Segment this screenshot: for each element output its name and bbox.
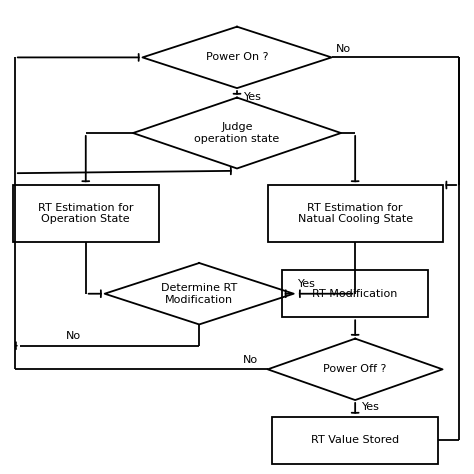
Polygon shape — [268, 338, 443, 400]
Polygon shape — [105, 263, 294, 324]
Text: No: No — [336, 44, 351, 54]
Text: Power Off ?: Power Off ? — [323, 365, 387, 374]
Text: Yes: Yes — [362, 402, 380, 412]
Bar — [273, 417, 438, 464]
Text: Determine RT
Modification: Determine RT Modification — [161, 283, 237, 304]
Text: Judge
operation state: Judge operation state — [194, 122, 280, 144]
Bar — [282, 270, 428, 318]
Bar — [268, 185, 443, 242]
Text: No: No — [66, 331, 81, 341]
Text: No: No — [243, 355, 258, 365]
Text: Yes: Yes — [244, 92, 262, 102]
Text: RT Value Stored: RT Value Stored — [311, 435, 399, 445]
Polygon shape — [143, 27, 331, 88]
Text: Power On ?: Power On ? — [206, 53, 268, 63]
Text: RT Estimation for
Operation State: RT Estimation for Operation State — [38, 202, 134, 224]
Text: RT Estimation for
Natual Cooling State: RT Estimation for Natual Cooling State — [298, 202, 413, 224]
Text: Yes: Yes — [299, 279, 316, 289]
Polygon shape — [133, 98, 341, 168]
Bar — [12, 185, 159, 242]
Text: RT Modification: RT Modification — [312, 289, 398, 299]
